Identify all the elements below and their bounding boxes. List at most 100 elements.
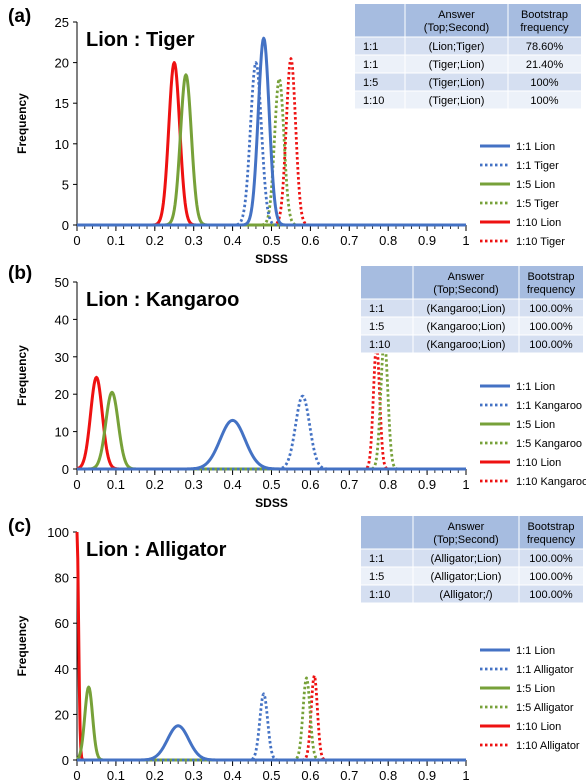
table-row	[361, 585, 583, 603]
x-tick-label: 0.2	[146, 233, 164, 248]
table-header-bg	[355, 4, 581, 37]
series-line	[76, 692, 467, 762]
table-cell: (Alligator;Lion)	[431, 553, 502, 565]
table-cell: 100.00%	[529, 303, 573, 315]
table-header-bg	[361, 266, 583, 299]
table-header-cell: Bootstrap frequency	[520, 9, 569, 34]
legend-label: 1:1 Lion	[516, 141, 555, 153]
y-tick-label: 20	[55, 387, 69, 402]
chart-title: Lion : Alligator	[86, 539, 227, 561]
table-header-cell: Bootstrap frequency	[527, 521, 576, 546]
series-line	[76, 394, 467, 471]
x-tick-label: 0.3	[185, 768, 203, 781]
legend-label: 1:1 Lion	[516, 645, 555, 657]
x-tick-label: 0.7	[340, 233, 358, 248]
table-row	[361, 549, 583, 567]
table-cell: 1:1	[363, 41, 378, 53]
legend-label: 1:10 Lion	[516, 457, 561, 469]
panel-0: (a) 0 5 10 15 20 25 0 0.1 0.2 0.3 0.4 0.5 0.6 0.7 0.8 0.…	[8, 4, 581, 266]
table-cell: (Kangaroo;Lion)	[427, 321, 506, 333]
panel-label: (a)	[8, 6, 31, 27]
legend-label: 1:1 Lion	[516, 381, 555, 393]
legend-label: 1:10 Kangaroo	[516, 476, 586, 488]
legend-label: 1:5 Lion	[516, 179, 555, 191]
table-header-line: Bootstrap	[521, 9, 568, 21]
table-header-line: Answer	[448, 521, 485, 533]
y-tick-label: 10	[55, 137, 69, 152]
table-cell: 100%	[530, 95, 558, 107]
x-tick-label: 0	[73, 477, 80, 492]
panel-2: (c) 0 20 40 60 80 100 0 0.1 0.2 0.3 0.4 0.5 0.6 0.7 0.8…	[8, 516, 583, 781]
x-tick-label: 0.4	[224, 768, 242, 781]
table-cell: (Lion;Tiger)	[429, 41, 485, 53]
legend-label: 1:1 Kangaroo	[516, 400, 582, 412]
x-tick-label: 0.1	[107, 477, 125, 492]
x-tick-label: 0.5	[262, 233, 280, 248]
y-tick-label: 60	[55, 616, 69, 631]
chart-title: Lion : Kangaroo	[86, 289, 239, 311]
x-axis-title: SDSS	[255, 252, 288, 266]
table-header-line: frequency	[520, 22, 569, 34]
table-row	[361, 299, 583, 317]
x-tick-label: 0.5	[262, 477, 280, 492]
legend-label: 1:5 Lion	[516, 419, 555, 431]
x-tick-label: 0.2	[146, 768, 164, 781]
y-tick-label: 50	[55, 275, 69, 290]
table-cell: 100.00%	[529, 321, 573, 333]
panel-label: (b)	[8, 263, 32, 284]
legend-label: 1:5 Alligator	[516, 702, 574, 714]
legend-label: 1:1 Tiger	[516, 160, 559, 172]
series-line	[76, 344, 467, 471]
table-cell: (Alligator;Lion)	[431, 571, 502, 583]
legend-label: 1:5 Kangaroo	[516, 438, 582, 450]
x-tick-label: 1	[462, 768, 469, 781]
x-tick-label: 0	[73, 768, 80, 781]
table-cell: 1:5	[363, 77, 378, 89]
table-header-line: frequency	[527, 284, 576, 296]
x-axis-title: SDSS	[255, 496, 288, 510]
x-tick-label: 0.6	[301, 233, 319, 248]
y-tick-label: 0	[62, 753, 69, 768]
x-tick-label: 0.9	[418, 477, 436, 492]
table-cell: 1:10	[369, 589, 390, 601]
y-tick-label: 100	[47, 525, 69, 540]
table-cell: 78.60%	[526, 41, 564, 53]
table-header-cell: Answer (Top;Second)	[424, 9, 489, 34]
x-tick-label: 0.6	[301, 768, 319, 781]
series-line	[76, 685, 467, 762]
table-cell: 1:1	[363, 59, 378, 71]
table-row	[361, 567, 583, 585]
x-tick-label: 0.3	[185, 233, 203, 248]
table-cell: (Tiger;Lion)	[429, 95, 485, 107]
table-cell: 1:5	[369, 321, 384, 333]
table-cell: 1:10	[369, 339, 390, 351]
x-tick-label: 0.8	[379, 477, 397, 492]
table-cell: 100.00%	[529, 339, 573, 351]
y-tick-label: 0	[62, 462, 69, 477]
table-header-line: Answer	[438, 9, 475, 21]
table-row	[355, 91, 581, 109]
table-header-cell: Bootstrap frequency	[527, 271, 576, 296]
table-header-line: (Top;Second)	[433, 534, 498, 546]
table-cell: (Kangaroo;Lion)	[427, 339, 506, 351]
table-row	[355, 55, 581, 73]
y-tick-label: 0	[62, 218, 69, 233]
x-tick-label: 0.9	[418, 233, 436, 248]
x-tick-label: 0.1	[107, 233, 125, 248]
table-cell: (Tiger;Lion)	[429, 77, 485, 89]
x-tick-label: 0.5	[262, 768, 280, 781]
x-tick-label: 0.4	[224, 477, 242, 492]
legend-label: 1:10 Lion	[516, 217, 561, 229]
y-tick-label: 80	[55, 571, 69, 586]
legend-label: 1:10 Tiger	[516, 236, 565, 248]
table-header-line: (Top;Second)	[424, 22, 489, 34]
table-row	[355, 37, 581, 55]
y-tick-label: 5	[62, 177, 69, 192]
table-cell: 100.00%	[529, 553, 573, 565]
x-tick-label: 0.1	[107, 768, 125, 781]
y-tick-label: 15	[55, 96, 69, 111]
table-cell: 21.40%	[526, 59, 564, 71]
x-tick-label: 0.8	[379, 233, 397, 248]
series-line	[76, 375, 467, 471]
panel-1: (b) 0 10 20 30 40 50 0 0.1 0.2 0.3 0.4 0.5 0.6 0.7 0.8 0…	[8, 263, 586, 510]
